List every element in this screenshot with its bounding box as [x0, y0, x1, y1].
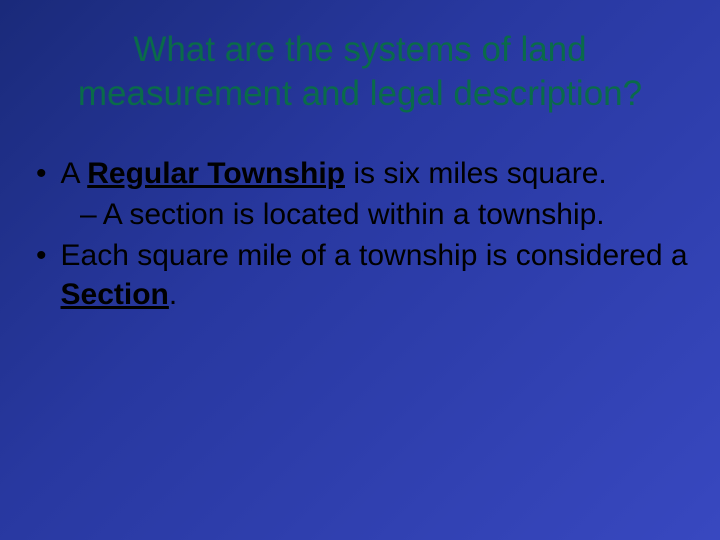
text-pre: A [61, 157, 88, 190]
bullet-item: • Each square mile of a township is cons… [36, 236, 694, 314]
term-regular-township: Regular Township [87, 157, 345, 190]
bullet-mark-icon: • [36, 154, 47, 193]
text-post: is six miles square. [345, 157, 607, 190]
sub-bullet-item: – A section is located within a township… [36, 195, 694, 234]
term-section: Section [61, 278, 169, 311]
text-pre: Each square mile of a township is consid… [61, 239, 688, 272]
slide-content: • A Regular Township is six miles square… [26, 154, 694, 314]
bullet-mark-icon: • [36, 236, 47, 275]
dash-mark-icon: – [80, 195, 97, 234]
bullet-item: • A Regular Township is six miles square… [36, 154, 694, 193]
bullet-text: A Regular Township is six miles square. [61, 154, 607, 193]
bullet-text: Each square mile of a township is consid… [61, 236, 694, 314]
slide-title: What are the systems of land measurement… [26, 28, 694, 116]
sub-bullet-text: A section is located within a township. [103, 195, 605, 234]
slide: What are the systems of land measurement… [0, 0, 720, 540]
text-post: . [169, 278, 177, 311]
